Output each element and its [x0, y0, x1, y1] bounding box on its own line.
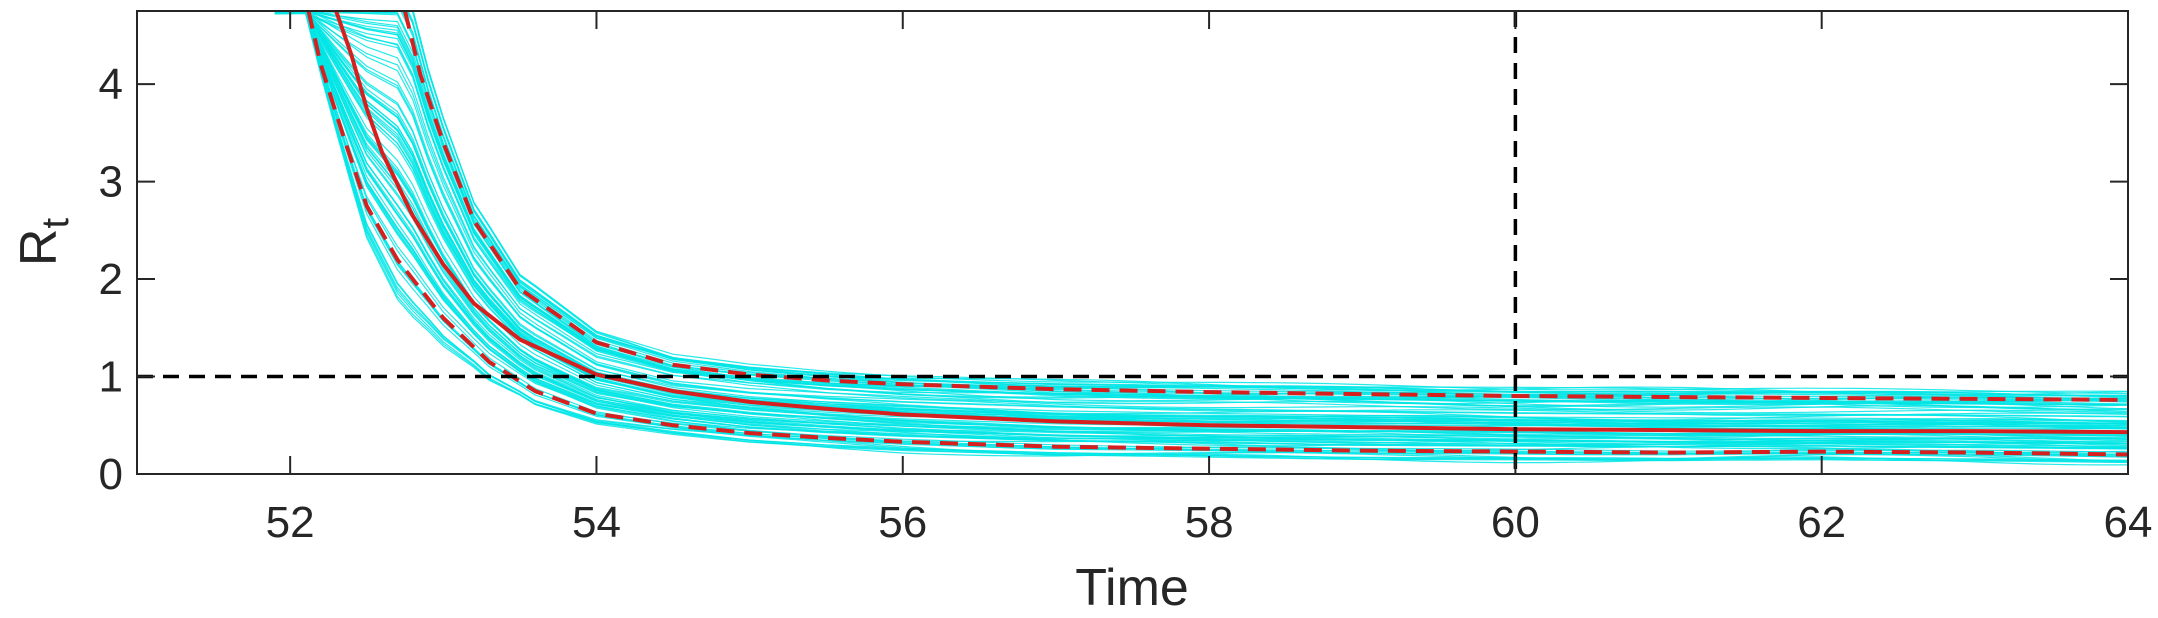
upper-bound-line	[403, 11, 2128, 402]
sample-trajectory	[274, 11, 2128, 411]
sample-trajectory	[274, 11, 2128, 449]
axis-ticks: 52 54 56 58 60 62 64 0 1 2 3 4	[99, 11, 2153, 547]
y-axis-label-subscript: t	[35, 218, 77, 229]
x-axis-label: Time	[1075, 559, 1189, 617]
x-tick-label: 52	[266, 498, 315, 547]
x-tick-label: 64	[2104, 498, 2153, 547]
median-line	[334, 11, 2128, 435]
sample-trajectory	[274, 11, 2128, 446]
x-tick-label: 60	[1491, 498, 1540, 547]
sample-trajectory	[274, 11, 2128, 417]
sample-trajectory	[305, 11, 2128, 450]
sample-trajectory	[274, 11, 2128, 440]
y-tick-label: 2	[99, 255, 123, 304]
sample-trajectory	[306, 11, 2128, 417]
y-tick-label: 1	[99, 353, 123, 402]
y-tick-label: 4	[99, 60, 123, 109]
sample-trajectory	[305, 11, 2128, 425]
sample-trajectory	[274, 11, 2128, 414]
sample-trajectory	[305, 11, 2128, 440]
y-tick-label: 3	[99, 158, 123, 207]
x-tick-label: 58	[1185, 498, 1234, 547]
sample-trajectory	[305, 11, 2128, 428]
sample-trajectory	[274, 11, 2128, 393]
plot-frame	[136, 10, 2129, 475]
y-axis-label: Rt	[10, 218, 77, 267]
sample-trajectory	[274, 11, 2128, 422]
sample-trajectory	[274, 11, 2128, 466]
reference-lines	[137, 11, 2128, 474]
sample-trajectory	[306, 11, 2128, 414]
sample-trajectory	[274, 11, 2128, 461]
x-tick-label: 62	[1797, 498, 1846, 547]
x-tick-label: 56	[878, 498, 927, 547]
sample-trajectory	[274, 11, 2128, 464]
sample-trajectory	[305, 11, 2128, 447]
lower-bound-line	[306, 11, 2128, 457]
summary-lines	[306, 11, 2128, 457]
sample-trajectory	[274, 11, 2128, 399]
y-axis-label-main: R	[10, 229, 68, 267]
y-tick-label: 0	[99, 450, 123, 499]
x-tick-label: 54	[572, 498, 621, 547]
